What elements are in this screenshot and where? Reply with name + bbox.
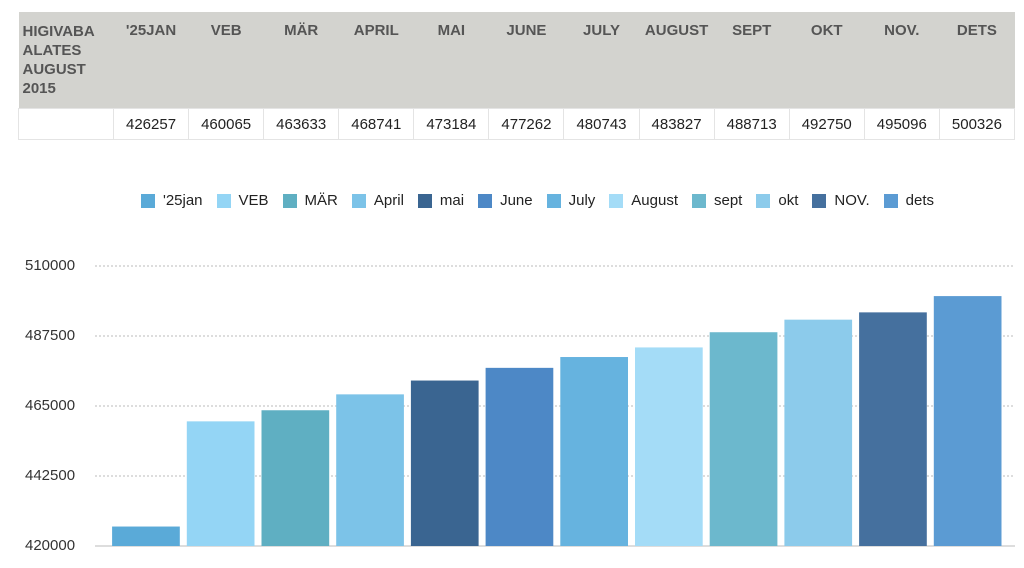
legend-swatch bbox=[812, 193, 827, 208]
legend-swatch bbox=[417, 193, 432, 208]
y-tick-label: 420000 bbox=[25, 537, 75, 554]
legend-item: July bbox=[546, 192, 596, 209]
header-cell: '25JAN bbox=[113, 12, 189, 109]
legend-label: okt bbox=[778, 192, 799, 209]
table-cell: 495096 bbox=[863, 108, 940, 140]
legend-item: NOV. bbox=[812, 192, 870, 209]
bar bbox=[709, 332, 778, 546]
bar bbox=[784, 319, 853, 546]
table-row: 426257 460065 463633 468741 473184 477262 4807… bbox=[18, 108, 1016, 140]
legend-swatch bbox=[282, 193, 297, 208]
legend-swatch bbox=[478, 193, 493, 208]
legend-item: mai bbox=[417, 192, 465, 209]
table-cell: 460065 bbox=[188, 108, 265, 140]
legend-label: April bbox=[373, 192, 404, 209]
header-cell: JULY bbox=[563, 12, 640, 109]
bar bbox=[560, 357, 628, 546]
table-cell: 468741 bbox=[338, 108, 415, 140]
legend-label: MÄR bbox=[304, 192, 338, 209]
legend-item: '25jan bbox=[140, 192, 203, 209]
empty-cell bbox=[18, 108, 114, 140]
table-cell: 492750 bbox=[788, 108, 865, 140]
table-cell: 426257 bbox=[112, 108, 190, 140]
legend: '25jan VEB MÄR April mai June July August sept ok… bbox=[0, 192, 1024, 209]
legend-label: August bbox=[631, 192, 678, 209]
table-cell: 488713 bbox=[713, 108, 790, 140]
table-cell: 463633 bbox=[263, 108, 340, 140]
legend-item: dets bbox=[883, 192, 935, 209]
header-cell: APRIL bbox=[338, 12, 414, 109]
table-cell: 480743 bbox=[563, 108, 640, 140]
header-cell: HIGIVABA ALATES AUGUST 2015 bbox=[18, 12, 114, 109]
chart: 420000 442500 465000 487500 510000 bbox=[25, 257, 1015, 554]
table-cell: 473184 bbox=[413, 108, 490, 140]
bar bbox=[635, 347, 703, 546]
header-cell: MÄR bbox=[263, 12, 339, 109]
bar bbox=[933, 296, 1002, 546]
legend-swatch bbox=[883, 193, 898, 208]
legend-swatch bbox=[140, 193, 155, 208]
bar bbox=[859, 312, 927, 546]
legend-label: July bbox=[568, 192, 596, 209]
legend-swatch bbox=[216, 193, 231, 208]
legend-swatch bbox=[756, 193, 771, 208]
legend-swatch bbox=[692, 193, 706, 208]
legend-item: sept bbox=[692, 192, 742, 209]
legend-item: June bbox=[478, 192, 533, 209]
header-cell: JUNE bbox=[488, 12, 564, 109]
y-tick-label: 487500 bbox=[25, 327, 75, 344]
legend-swatch bbox=[609, 193, 624, 208]
header-cell: AUGUST bbox=[639, 12, 715, 109]
table-cell: 477262 bbox=[488, 108, 565, 140]
header-cell: DETS bbox=[939, 12, 1015, 109]
bar bbox=[485, 367, 554, 546]
table-cell: 500326 bbox=[938, 108, 1016, 140]
header-cell: NOV. bbox=[864, 12, 940, 109]
legend-label: NOV. bbox=[834, 192, 870, 209]
bar bbox=[261, 410, 330, 546]
legend-item: April bbox=[351, 192, 404, 209]
legend-label: mai bbox=[439, 192, 465, 209]
legend-item: VEB bbox=[216, 192, 269, 209]
y-tick-label: 442500 bbox=[25, 467, 75, 484]
bar bbox=[186, 421, 255, 546]
legend-swatch bbox=[351, 193, 366, 208]
legend-label: June bbox=[500, 192, 533, 209]
table-cell: 483827 bbox=[638, 108, 715, 140]
legend-item: okt bbox=[756, 192, 798, 209]
header-cell: MAI bbox=[413, 12, 489, 109]
bar bbox=[112, 526, 180, 546]
legend-item: August bbox=[609, 192, 678, 209]
header-cell: SEPT bbox=[714, 12, 790, 109]
y-tick-label: 465000 bbox=[25, 397, 75, 414]
header-cell: VEB bbox=[188, 12, 264, 109]
y-tick-label: 510000 bbox=[25, 257, 75, 274]
data-table: HIGIVABA ALATES AUGUST 2015'25JAN VEB MÄR A… bbox=[18, 12, 1016, 140]
legend-label: '25jan bbox=[162, 192, 203, 209]
legend-swatch bbox=[546, 193, 561, 208]
legend-label: VEB bbox=[238, 192, 269, 209]
header-cell: OKT bbox=[789, 12, 865, 109]
legend-item: MÄR bbox=[282, 192, 338, 209]
bar bbox=[336, 394, 404, 546]
legend-label: sept bbox=[714, 192, 743, 209]
legend-label: dets bbox=[905, 192, 935, 209]
bar bbox=[410, 380, 479, 546]
